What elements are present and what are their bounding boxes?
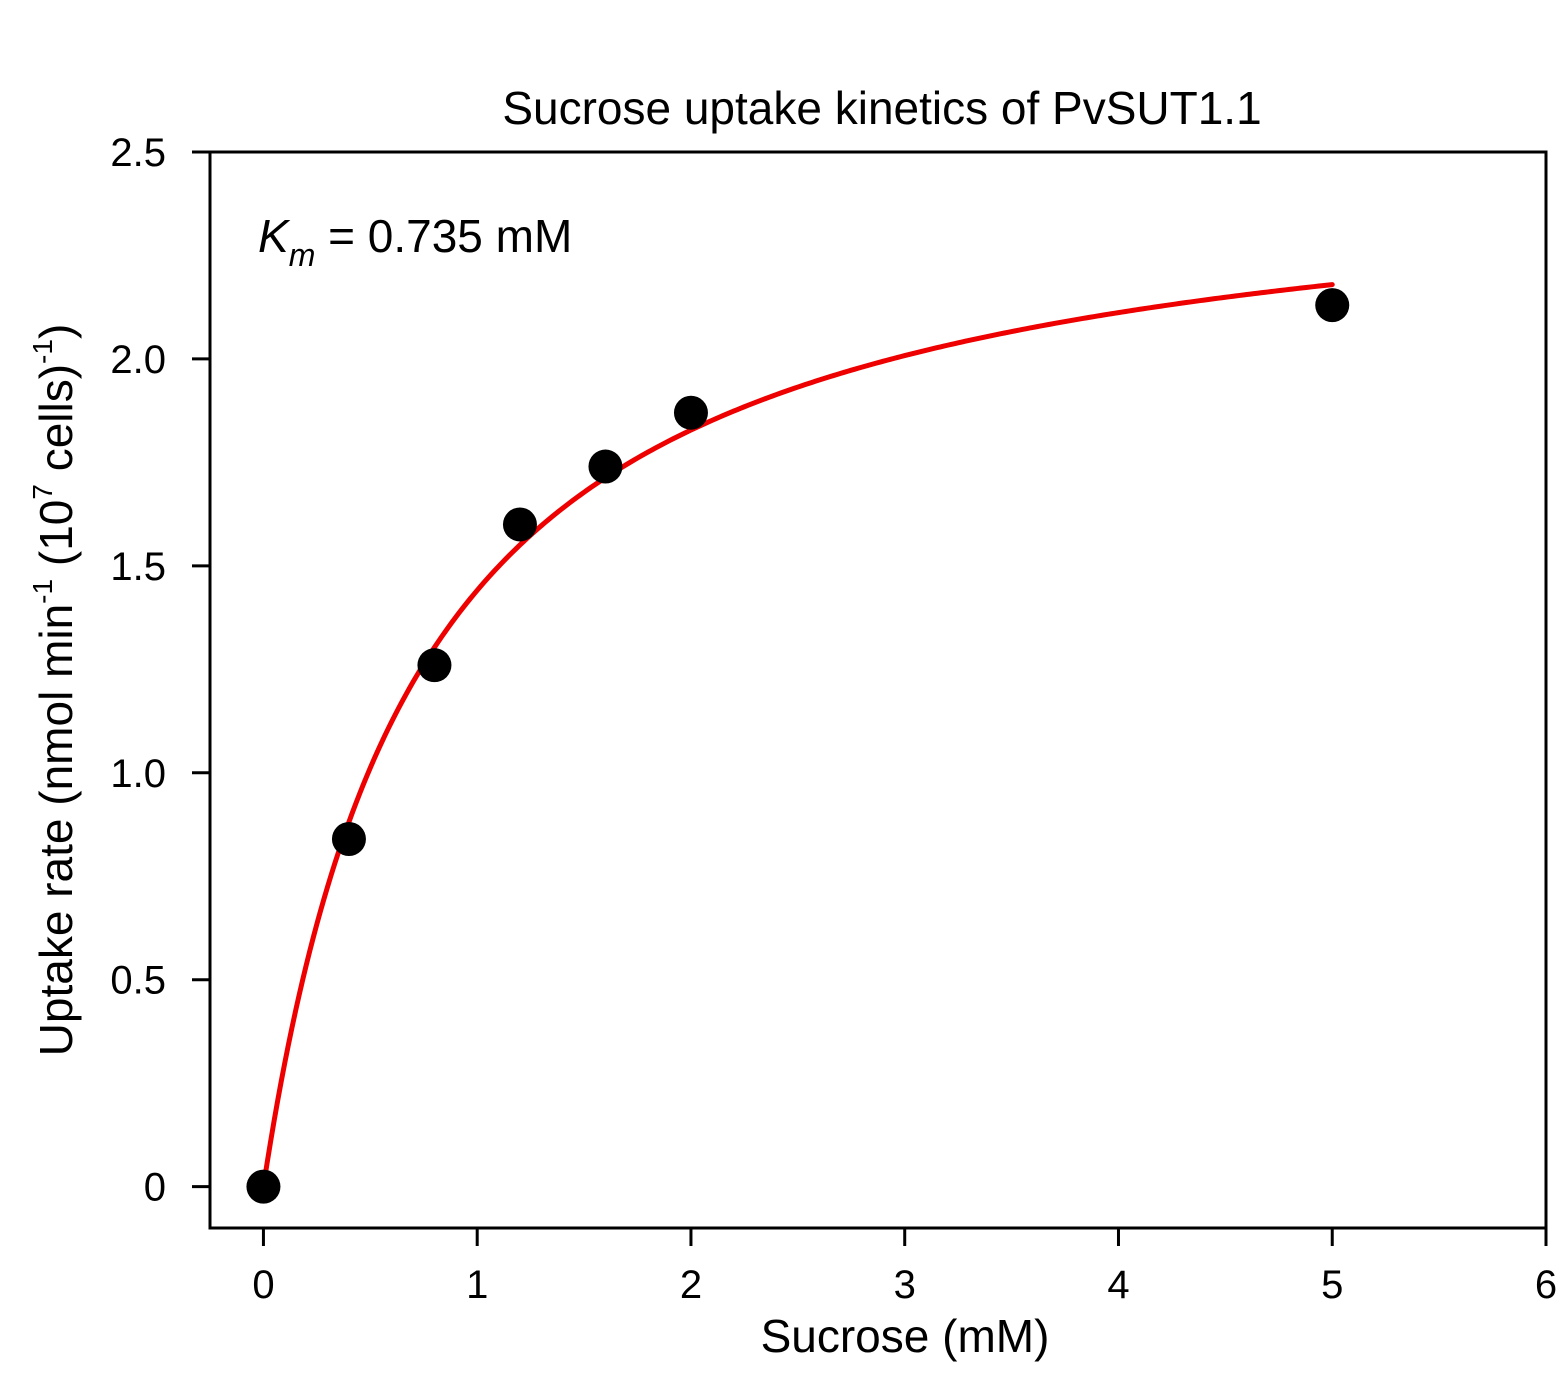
x-tick-label: 0 (252, 1263, 274, 1307)
plot-frame (208, 150, 1548, 1230)
data-point (246, 1169, 281, 1204)
data-point (417, 648, 452, 683)
km-annotation: Km = 0.735 mM (258, 210, 572, 273)
x-axis-ticks: 0 1 2 3 4 5 6 (252, 1228, 1557, 1307)
x-tick-label: 6 (1535, 1263, 1557, 1307)
data-point (673, 395, 708, 430)
y-label-sup-2: 7 (27, 484, 58, 500)
x-tick-label: 3 (894, 1263, 916, 1307)
x-tick-label: 4 (1107, 1263, 1129, 1307)
data-points-layer (246, 288, 1350, 1204)
y-label-part-1: Uptake rate (nmol min (30, 604, 82, 1057)
y-label-part-2: (10 (30, 500, 82, 579)
y-label-part-3: cells) (30, 364, 82, 484)
km-subscript: m (289, 237, 316, 273)
data-point (588, 449, 623, 484)
y-axis-ticks: 0 0.5 1.0 1.5 2.0 2.5 (110, 131, 210, 1210)
x-tick-label: 2 (680, 1263, 702, 1307)
x-axis-label: Sucrose (mM) (761, 1310, 1050, 1362)
data-point (331, 821, 366, 856)
data-point (502, 507, 537, 542)
y-tick-label: 1.0 (110, 752, 166, 796)
y-tick-label: 0.5 (110, 959, 166, 1003)
data-point (1315, 288, 1350, 323)
chart-title: Sucrose uptake kinetics of PvSUT1.1 (502, 82, 1261, 134)
y-label-sup-3: -1 (27, 339, 58, 364)
fit-curve-line (260, 282, 1335, 1190)
fit-curve-layer (260, 282, 1335, 1190)
y-tick-label: 2.0 (110, 338, 166, 382)
y-label-sup-1: -1 (27, 579, 58, 604)
y-tick-label: 0 (144, 1166, 166, 1210)
km-symbol: K (258, 210, 291, 262)
y-tick-label: 1.5 (110, 545, 166, 589)
y-tick-label: 2.5 (110, 131, 166, 175)
x-tick-label: 1 (466, 1263, 488, 1307)
y-axis-label: Uptake rate (nmol min-1 (107 cells)-1) (27, 324, 82, 1057)
y-label-part-4: ) (30, 324, 82, 339)
km-value: = 0.735 mM (315, 210, 572, 262)
x-tick-label: 5 (1321, 1263, 1343, 1307)
